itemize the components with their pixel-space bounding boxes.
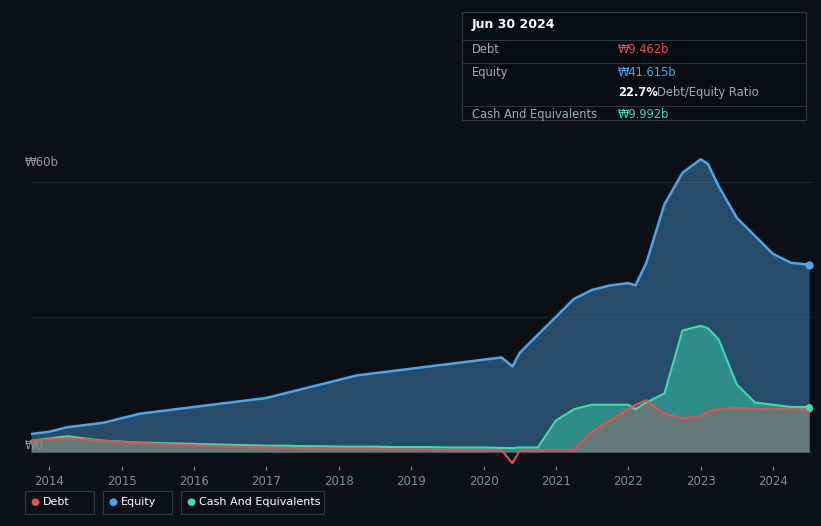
Text: Cash And Equivalents: Cash And Equivalents bbox=[472, 108, 597, 122]
Text: ●: ● bbox=[186, 497, 195, 508]
Text: Jun 30 2024: Jun 30 2024 bbox=[472, 18, 555, 32]
Text: Equity: Equity bbox=[472, 66, 508, 79]
Text: Cash And Equivalents: Cash And Equivalents bbox=[199, 497, 320, 508]
Text: 22.7%: 22.7% bbox=[618, 86, 658, 99]
Text: Equity: Equity bbox=[121, 497, 156, 508]
Text: Debt: Debt bbox=[43, 497, 70, 508]
Text: ₩0: ₩0 bbox=[25, 439, 44, 452]
Text: ₩9.992b: ₩9.992b bbox=[618, 108, 669, 122]
Text: ₩60b: ₩60b bbox=[25, 157, 59, 169]
Text: ₩41.615b: ₩41.615b bbox=[618, 66, 677, 79]
Text: Debt: Debt bbox=[472, 43, 500, 56]
Text: ₩9.462b: ₩9.462b bbox=[618, 43, 669, 56]
Text: ●: ● bbox=[30, 497, 39, 508]
Text: ●: ● bbox=[108, 497, 117, 508]
Text: Debt/Equity Ratio: Debt/Equity Ratio bbox=[658, 86, 759, 99]
